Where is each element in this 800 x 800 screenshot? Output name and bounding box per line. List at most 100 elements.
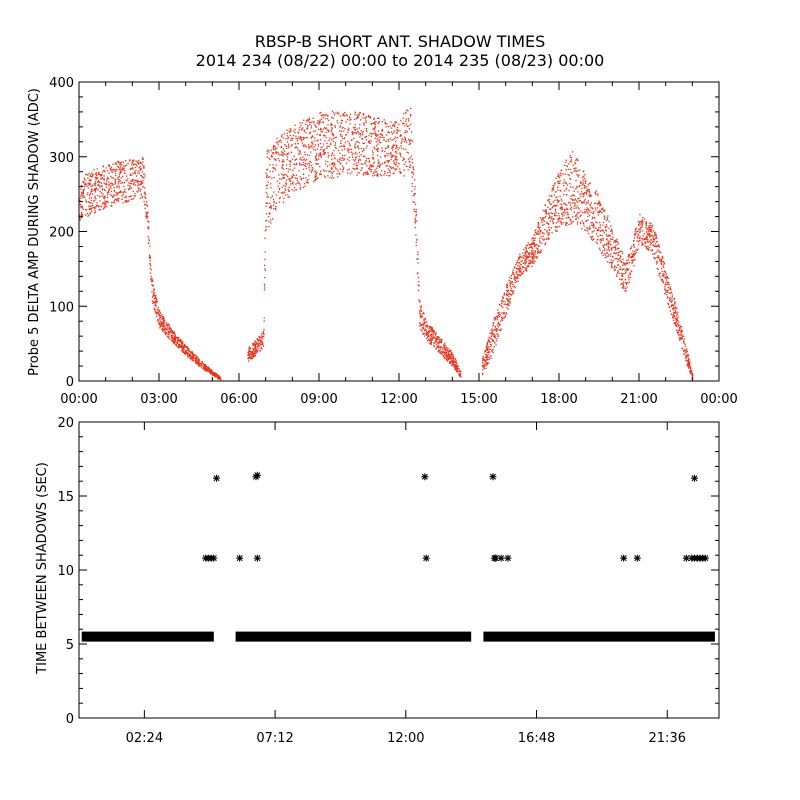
top-data-point	[89, 207, 91, 209]
top-data-point	[324, 117, 326, 120]
top-data-point	[396, 130, 398, 132]
top-data-point	[561, 207, 563, 209]
top-data-point	[555, 226, 557, 228]
top-data-point	[101, 174, 103, 176]
top-data-point	[319, 174, 321, 176]
top-data-point	[515, 267, 517, 270]
top-data-point	[127, 162, 129, 164]
top-data-point	[567, 211, 569, 213]
top-data-point	[683, 349, 685, 351]
top-data-point	[310, 137, 312, 139]
top-data-point	[139, 162, 141, 164]
top-data-point	[636, 230, 638, 232]
top-data-point	[541, 238, 544, 240]
top-data-point	[357, 160, 360, 162]
top-data-point	[420, 324, 422, 326]
top-data-point	[597, 193, 599, 195]
top-data-point	[133, 179, 135, 181]
top-data-point	[140, 175, 143, 177]
top-data-point	[379, 136, 382, 138]
top-data-point	[346, 115, 348, 117]
top-data-point	[394, 125, 396, 127]
top-data-point	[529, 252, 531, 254]
top-data-point	[330, 142, 332, 144]
top-data-point	[312, 121, 314, 123]
top-data-point	[555, 205, 557, 207]
top-data-point	[417, 258, 419, 260]
top-data-point	[577, 160, 579, 162]
top-data-point	[534, 260, 536, 263]
top-data-point	[672, 319, 675, 321]
top-data-point	[392, 172, 394, 175]
top-data-point	[152, 280, 154, 282]
top-data-point	[105, 206, 107, 208]
top-data-point	[672, 314, 675, 317]
top-data-point	[118, 180, 120, 183]
top-data-point	[143, 167, 145, 169]
top-data-point	[267, 202, 269, 204]
top-data-point	[531, 250, 533, 252]
top-data-point	[102, 166, 104, 168]
top-data-point	[182, 347, 185, 349]
top-data-point	[437, 346, 440, 348]
top-data-point	[609, 261, 611, 264]
top-data-point	[145, 201, 148, 203]
top-data-point	[91, 175, 94, 177]
top-data-point	[94, 197, 96, 199]
top-data-point	[634, 230, 636, 232]
top-data-point	[493, 322, 495, 324]
top-data-point	[306, 119, 308, 121]
top-data-point	[510, 274, 513, 277]
top-data-point	[519, 266, 521, 268]
top-data-point	[86, 185, 88, 187]
top-data-point	[627, 262, 629, 264]
top-data-point	[151, 300, 153, 302]
top-data-point	[379, 133, 381, 135]
top-data-point	[407, 152, 409, 154]
top-data-point	[98, 205, 100, 207]
top-data-point	[257, 344, 260, 346]
top-data-point	[387, 138, 389, 141]
top-data-point	[389, 172, 391, 174]
top-data-point	[144, 204, 146, 206]
top-data-point	[518, 256, 520, 258]
top-data-point	[443, 347, 445, 349]
top-data-point	[622, 262, 624, 264]
top-data-point	[395, 161, 398, 163]
top-data-point	[111, 168, 113, 171]
top-data-point	[449, 350, 451, 353]
top-data-point	[539, 226, 541, 228]
top-data-point	[208, 370, 210, 372]
top-data-point	[577, 174, 579, 176]
top-data-point	[383, 119, 385, 121]
top-data-point	[510, 277, 512, 280]
top-data-point	[316, 140, 318, 142]
top-data-point	[416, 238, 418, 241]
top-data-point	[576, 159, 578, 161]
top-data-point	[662, 265, 664, 267]
top-data-point	[405, 120, 407, 122]
top-data-point	[391, 139, 393, 142]
top-data-point	[658, 244, 660, 246]
top-data-point	[422, 326, 424, 328]
top-data-point	[661, 270, 663, 273]
top-data-point	[349, 123, 351, 125]
top-data-point	[314, 137, 316, 139]
top-data-point	[397, 148, 399, 151]
top-data-point	[342, 114, 344, 116]
top-data-point	[274, 151, 277, 153]
top-data-point	[118, 174, 120, 176]
top-data-point	[644, 241, 646, 243]
top-data-point	[641, 226, 643, 228]
top-data-point	[173, 342, 175, 345]
top-data-point	[686, 363, 688, 365]
top-data-point	[641, 224, 644, 226]
top-data-point	[206, 366, 208, 368]
top-data-point	[157, 306, 159, 308]
top-data-point	[560, 173, 562, 175]
top-data-point	[124, 172, 126, 174]
top-data-point	[130, 195, 133, 197]
top-data-point	[311, 145, 313, 147]
top-data-point	[170, 336, 173, 338]
top-data-point	[100, 175, 102, 177]
